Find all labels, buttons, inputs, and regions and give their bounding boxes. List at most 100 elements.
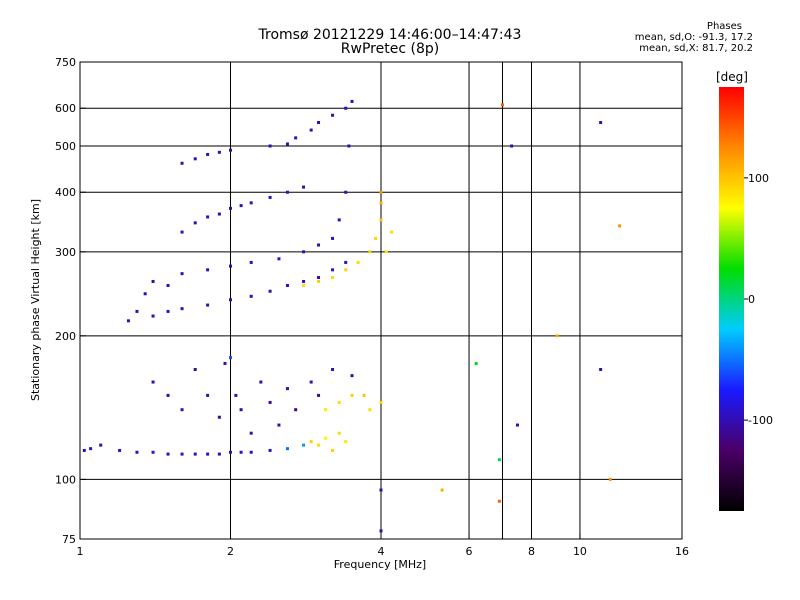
- data-point: [229, 264, 232, 268]
- data-point: [166, 393, 170, 397]
- data-point: [317, 443, 321, 447]
- data-point: [317, 121, 321, 125]
- data-point: [309, 440, 313, 444]
- data-point: [350, 99, 354, 103]
- data-point: [82, 448, 86, 452]
- data-point: [285, 190, 289, 194]
- data-point: [294, 136, 298, 140]
- colorbar-unit-label: [deg]: [716, 70, 748, 84]
- x-tick-label: 10: [573, 545, 587, 558]
- data-point: [497, 499, 501, 503]
- colorbar-gradient: [719, 87, 744, 511]
- data-point: [356, 260, 360, 264]
- data-point: [309, 128, 313, 132]
- data-point: [379, 190, 383, 194]
- data-point: [193, 221, 197, 225]
- phase-stats-x: mean, sd,X: 81.7, 20.2: [639, 43, 753, 54]
- data-point: [379, 529, 383, 533]
- phase-stats-o: mean, sd,O: -91.3, 17.2: [634, 32, 753, 43]
- data-point: [229, 206, 232, 210]
- data-point: [474, 361, 478, 365]
- data-point: [166, 283, 170, 287]
- data-point: [206, 452, 210, 456]
- data-point: [135, 450, 139, 454]
- grid-lines: [80, 62, 682, 539]
- data-point: [151, 279, 155, 283]
- data-point: [206, 393, 210, 397]
- y-tick-label: 500: [55, 140, 76, 153]
- data-point: [229, 148, 232, 152]
- data-point: [510, 144, 514, 148]
- data-point: [206, 303, 210, 307]
- data-point: [268, 289, 272, 293]
- data-point: [249, 450, 253, 454]
- data-point: [99, 443, 103, 447]
- data-point: [193, 157, 197, 161]
- data-point: [166, 452, 170, 456]
- data-point: [599, 121, 603, 125]
- data-point: [180, 272, 184, 276]
- data-point: [180, 408, 184, 412]
- data-point: [277, 257, 281, 261]
- data-point: [347, 144, 351, 148]
- data-point: [337, 218, 341, 222]
- data-point: [302, 283, 306, 287]
- data-point: [234, 393, 238, 397]
- data-point: [440, 488, 444, 492]
- chart-subtitle: RwPretec (8p): [340, 41, 440, 57]
- data-point: [180, 161, 184, 165]
- data-point: [268, 144, 272, 148]
- data-point: [180, 230, 184, 234]
- colorbar: 100 0 -100: [719, 87, 773, 511]
- data-point: [249, 201, 253, 205]
- data-point: [368, 250, 372, 254]
- data-point: [206, 268, 210, 272]
- data-point: [331, 367, 335, 371]
- data-point: [229, 298, 232, 302]
- data-point: [229, 450, 232, 454]
- data-point: [217, 150, 221, 154]
- data-point: [302, 443, 306, 447]
- colorbar-tick-label: 100: [748, 172, 769, 185]
- data-point: [324, 408, 328, 412]
- data-point: [331, 113, 335, 117]
- data-point: [599, 367, 603, 371]
- y-axis-label: Stationary phase Virtual Height [km]: [29, 198, 42, 402]
- data-point: [331, 236, 335, 240]
- data-point: [249, 294, 253, 298]
- data-point: [143, 292, 147, 296]
- data-point: [344, 268, 348, 272]
- x-tick-label: 4: [378, 545, 385, 558]
- data-point: [285, 387, 289, 391]
- colorbar-tick-label: 0: [748, 293, 755, 306]
- data-point: [390, 230, 394, 234]
- data-point: [344, 260, 348, 264]
- data-point: [294, 408, 298, 412]
- data-point: [309, 380, 313, 384]
- data-point: [206, 215, 210, 219]
- data-point: [515, 423, 519, 427]
- data-point: [217, 452, 221, 456]
- data-point: [344, 190, 348, 194]
- data-point: [384, 250, 388, 254]
- x-tick-label: 1: [77, 545, 84, 558]
- data-point: [126, 319, 130, 323]
- y-tick-label: 100: [55, 473, 76, 486]
- data-point: [608, 477, 612, 481]
- data-point: [302, 185, 306, 189]
- data-point: [217, 212, 221, 216]
- data-point: [317, 393, 321, 397]
- data-point: [379, 488, 383, 492]
- data-point: [285, 447, 289, 451]
- axis-ticks: 1 2 4 6 8 10 16 75 100 200 300 400 500 600 750: [55, 56, 689, 558]
- data-point: [166, 309, 170, 313]
- data-point: [337, 400, 341, 404]
- data-point: [249, 260, 253, 264]
- data-point: [350, 393, 354, 397]
- data-point: [193, 367, 197, 371]
- data-point: [151, 380, 155, 384]
- data-point: [135, 309, 139, 313]
- data-point: [268, 195, 272, 199]
- data-point: [229, 356, 232, 360]
